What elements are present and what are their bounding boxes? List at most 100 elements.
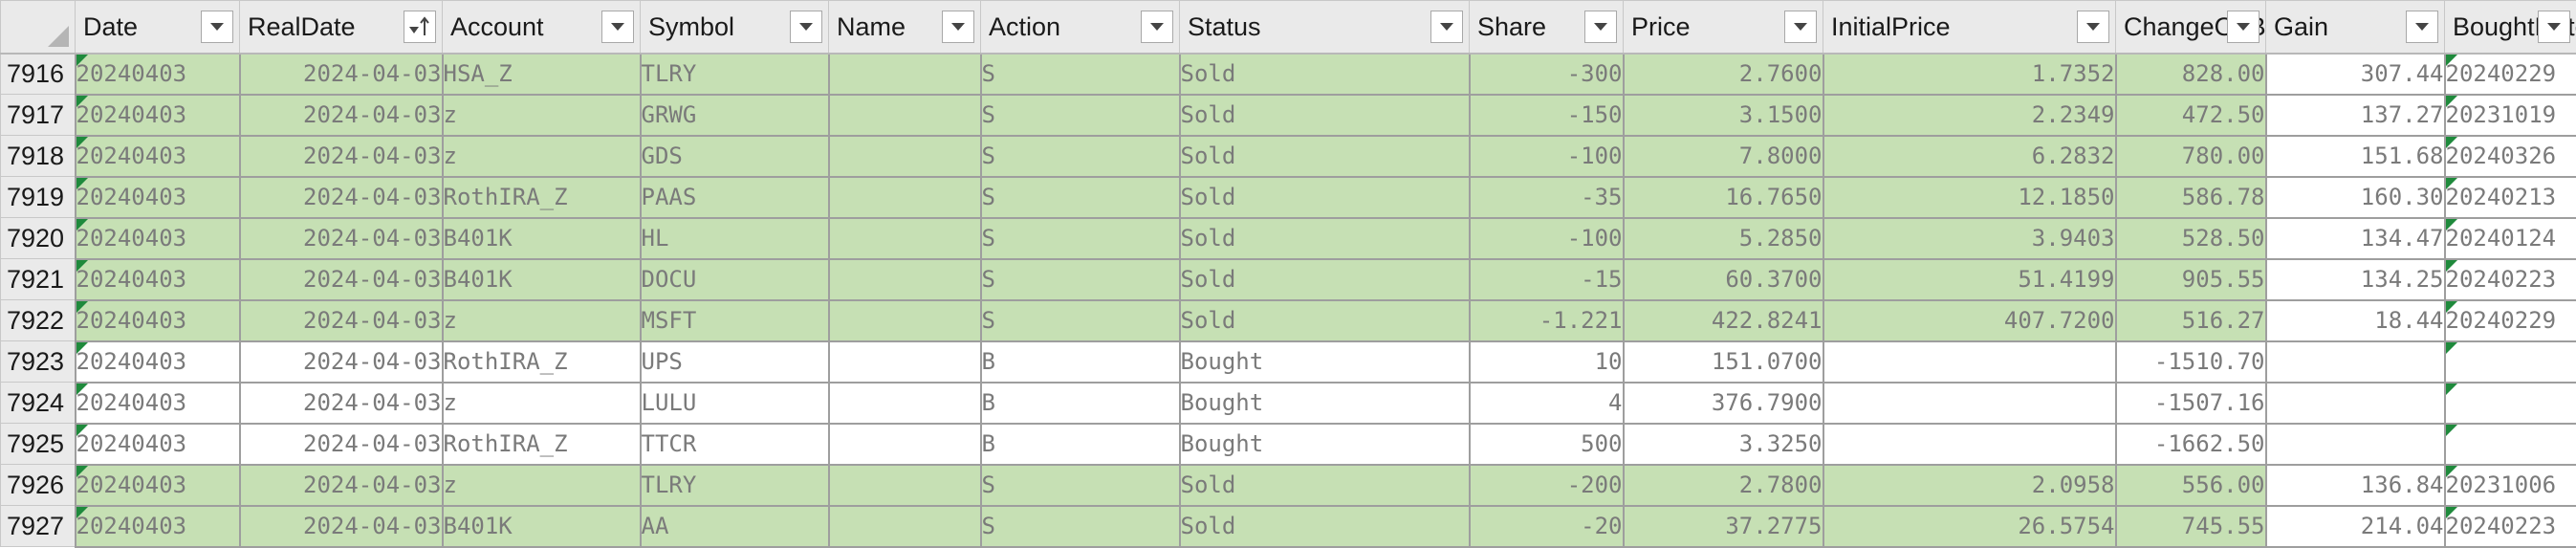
cell-date[interactable]: 20240403 (76, 95, 240, 136)
cell-initialprice[interactable]: 12.1850 (1823, 177, 2116, 218)
filter-dropdown-icon[interactable] (2227, 11, 2259, 43)
cell-action[interactable]: S (981, 218, 1180, 259)
cell-boughtdate[interactable] (2445, 424, 2576, 465)
cell-account[interactable]: RothIRA_Z (443, 177, 641, 218)
cell-boughtdate[interactable]: 20240124 (2445, 218, 2576, 259)
filter-dropdown-icon[interactable] (2077, 11, 2109, 43)
cell-date[interactable]: 20240403 (76, 136, 240, 177)
cell-action[interactable]: B (981, 341, 1180, 383)
cell-initialprice[interactable]: 6.2832 (1823, 136, 2116, 177)
cell-date[interactable]: 20240403 (76, 424, 240, 465)
cell-share[interactable]: 500 (1470, 424, 1624, 465)
cell-status[interactable]: Bought (1180, 383, 1470, 424)
filter-dropdown-icon[interactable] (2406, 11, 2438, 43)
cell-initialprice[interactable] (1823, 424, 2116, 465)
column-header-status[interactable]: Status (1180, 1, 1470, 54)
cell-action[interactable]: S (981, 259, 1180, 300)
cell-account[interactable]: z (443, 300, 641, 341)
cell-action[interactable]: S (981, 177, 1180, 218)
cell-name[interactable] (829, 300, 981, 341)
cell-realdate[interactable]: 2024-04-03 (240, 259, 443, 300)
cell-gain[interactable]: 214.04 (2266, 506, 2445, 547)
cell-price[interactable]: 7.8000 (1624, 136, 1823, 177)
cell-account[interactable]: z (443, 465, 641, 506)
cell-boughtdate[interactable]: 20240223 (2445, 506, 2576, 547)
cell-action[interactable]: S (981, 95, 1180, 136)
cell-initialprice[interactable] (1823, 341, 2116, 383)
cell-changeonbalance[interactable]: 516.27 (2116, 300, 2266, 341)
cell-share[interactable]: -20 (1470, 506, 1624, 547)
cell-name[interactable] (829, 136, 981, 177)
cell-price[interactable]: 3.3250 (1624, 424, 1823, 465)
cell-share[interactable]: -35 (1470, 177, 1624, 218)
cell-realdate[interactable]: 2024-04-03 (240, 136, 443, 177)
cell-price[interactable]: 422.8241 (1624, 300, 1823, 341)
cell-gain[interactable] (2266, 383, 2445, 424)
cell-name[interactable] (829, 54, 981, 95)
cell-status[interactable]: Sold (1180, 259, 1470, 300)
filter-dropdown-icon[interactable] (1430, 11, 1463, 43)
cell-name[interactable] (829, 465, 981, 506)
cell-symbol[interactable]: PAAS (641, 177, 829, 218)
cell-symbol[interactable]: MSFT (641, 300, 829, 341)
cell-name[interactable] (829, 177, 981, 218)
cell-changeonbalance[interactable]: 905.55 (2116, 259, 2266, 300)
cell-changeonbalance[interactable]: -1662.50 (2116, 424, 2266, 465)
cell-share[interactable]: -200 (1470, 465, 1624, 506)
cell-initialprice[interactable]: 2.2349 (1823, 95, 2116, 136)
cell-realdate[interactable]: 2024-04-03 (240, 506, 443, 547)
cell-realdate[interactable]: 2024-04-03 (240, 465, 443, 506)
cell-symbol[interactable]: GRWG (641, 95, 829, 136)
row-number[interactable]: 7924 (1, 383, 76, 424)
row-number[interactable]: 7925 (1, 424, 76, 465)
cell-account[interactable]: RothIRA_Z (443, 341, 641, 383)
cell-changeonbalance[interactable]: 745.55 (2116, 506, 2266, 547)
column-header-action[interactable]: Action (981, 1, 1180, 54)
cell-boughtdate[interactable]: 20240326 (2445, 136, 2576, 177)
cell-date[interactable]: 20240403 (76, 218, 240, 259)
filter-dropdown-icon[interactable] (1584, 11, 1617, 43)
cell-initialprice[interactable]: 2.0958 (1823, 465, 2116, 506)
cell-status[interactable]: Sold (1180, 506, 1470, 547)
cell-symbol[interactable]: TLRY (641, 54, 829, 95)
cell-symbol[interactable]: TLRY (641, 465, 829, 506)
cell-changeonbalance[interactable]: 828.00 (2116, 54, 2266, 95)
cell-account[interactable]: B401K (443, 259, 641, 300)
row-number[interactable]: 7920 (1, 218, 76, 259)
filter-dropdown-icon[interactable] (1141, 11, 1173, 43)
cell-boughtdate[interactable] (2445, 341, 2576, 383)
cell-boughtdate[interactable]: 20231006 (2445, 465, 2576, 506)
filter-dropdown-icon[interactable] (601, 11, 634, 43)
column-header-date[interactable]: Date (76, 1, 240, 54)
cell-price[interactable]: 5.2850 (1624, 218, 1823, 259)
column-header-name[interactable]: Name (829, 1, 981, 54)
cell-gain[interactable]: 137.27 (2266, 95, 2445, 136)
filter-dropdown-icon[interactable] (2538, 11, 2570, 43)
cell-changeonbalance[interactable]: 472.50 (2116, 95, 2266, 136)
row-number[interactable]: 7922 (1, 300, 76, 341)
row-number[interactable]: 7918 (1, 136, 76, 177)
cell-symbol[interactable]: LULU (641, 383, 829, 424)
cell-date[interactable]: 20240403 (76, 259, 240, 300)
row-number[interactable]: 7921 (1, 259, 76, 300)
column-header-symbol[interactable]: Symbol (641, 1, 829, 54)
cell-date[interactable]: 20240403 (76, 383, 240, 424)
cell-share[interactable]: -100 (1470, 136, 1624, 177)
cell-price[interactable]: 60.3700 (1624, 259, 1823, 300)
cell-symbol[interactable]: UPS (641, 341, 829, 383)
cell-symbol[interactable]: TTCR (641, 424, 829, 465)
cell-date[interactable]: 20240403 (76, 506, 240, 547)
cell-realdate[interactable]: 2024-04-03 (240, 177, 443, 218)
column-header-realdate[interactable]: RealDate (240, 1, 443, 54)
cell-changeonbalance[interactable]: 528.50 (2116, 218, 2266, 259)
cell-share[interactable]: -300 (1470, 54, 1624, 95)
row-number[interactable]: 7923 (1, 341, 76, 383)
cell-initialprice[interactable]: 1.7352 (1823, 54, 2116, 95)
cell-changeonbalance[interactable]: 780.00 (2116, 136, 2266, 177)
cell-price[interactable]: 3.1500 (1624, 95, 1823, 136)
cell-name[interactable] (829, 218, 981, 259)
cell-realdate[interactable]: 2024-04-03 (240, 383, 443, 424)
row-number[interactable]: 7916 (1, 54, 76, 95)
cell-boughtdate[interactable]: 20240213 (2445, 177, 2576, 218)
column-header-gain[interactable]: Gain (2266, 1, 2445, 54)
